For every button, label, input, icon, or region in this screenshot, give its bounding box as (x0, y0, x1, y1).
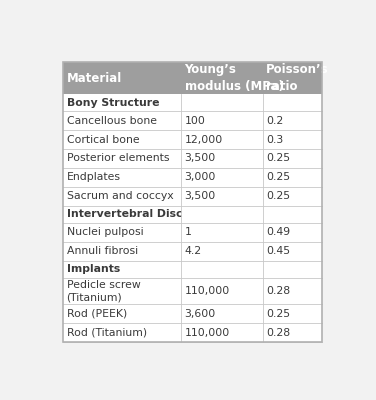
Text: Young’s
modulus (MPa): Young’s modulus (MPa) (185, 63, 284, 93)
Text: Nuclei pulposi: Nuclei pulposi (67, 227, 143, 237)
Bar (63, 149, 322, 168)
Text: 0.28: 0.28 (266, 328, 290, 338)
Text: Cancellous bone: Cancellous bone (67, 116, 156, 126)
Bar (63, 223, 322, 242)
Text: 0.49: 0.49 (266, 227, 290, 237)
Bar (63, 323, 322, 342)
Text: Bony Structure: Bony Structure (67, 98, 159, 108)
Bar (63, 130, 322, 149)
Text: 0.25: 0.25 (266, 191, 290, 201)
Text: Sacrum and coccyx: Sacrum and coccyx (67, 191, 173, 201)
Text: 100: 100 (185, 116, 205, 126)
Text: 3,500: 3,500 (185, 191, 216, 201)
Bar (63, 94, 322, 111)
Text: 0.2: 0.2 (266, 116, 284, 126)
Text: 1: 1 (185, 227, 191, 237)
Text: 0.28: 0.28 (266, 286, 290, 296)
Text: 3,000: 3,000 (185, 172, 216, 182)
Bar (63, 187, 322, 206)
Text: Posterior elements: Posterior elements (67, 154, 169, 164)
Text: Intervertebral Disc: Intervertebral Disc (67, 209, 182, 219)
Bar (63, 278, 322, 304)
Text: Rod (Titanium): Rod (Titanium) (67, 328, 147, 338)
Text: 110,000: 110,000 (185, 286, 230, 296)
Bar (63, 260, 322, 278)
Text: 4.2: 4.2 (185, 246, 202, 256)
Text: Endplates: Endplates (67, 172, 121, 182)
Bar (63, 206, 322, 223)
Text: 0.45: 0.45 (266, 246, 290, 256)
Text: 0.3: 0.3 (266, 134, 284, 144)
Text: 12,000: 12,000 (185, 134, 223, 144)
Text: Material: Material (67, 72, 122, 84)
Text: 110,000: 110,000 (185, 328, 230, 338)
Text: Rod (PEEK): Rod (PEEK) (67, 309, 127, 319)
Bar (63, 62, 322, 94)
Text: 3,600: 3,600 (185, 309, 216, 319)
Bar (63, 242, 322, 260)
Text: Poisson’s
ratio: Poisson’s ratio (266, 63, 329, 93)
Bar (63, 168, 322, 187)
Text: Annuli fibrosi: Annuli fibrosi (67, 246, 138, 256)
Text: Pedicle screw
(Titanium): Pedicle screw (Titanium) (67, 280, 140, 302)
Text: 0.25: 0.25 (266, 154, 290, 164)
Text: 3,500: 3,500 (185, 154, 216, 164)
Text: Cortical bone: Cortical bone (67, 134, 139, 144)
Text: 0.25: 0.25 (266, 172, 290, 182)
Text: 0.25: 0.25 (266, 309, 290, 319)
Bar (63, 111, 322, 130)
Bar (63, 62, 322, 342)
Text: Implants: Implants (67, 264, 120, 274)
Bar (63, 304, 322, 323)
